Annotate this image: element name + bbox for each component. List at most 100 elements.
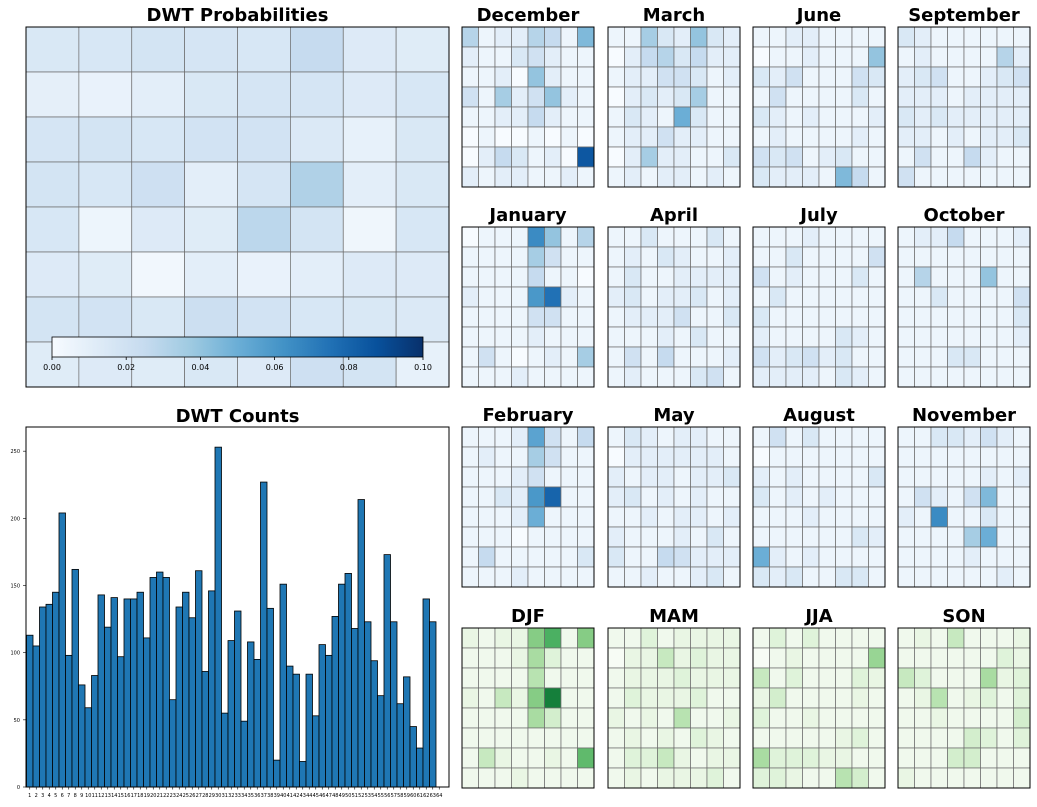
month-cell xyxy=(560,146,578,168)
season-cell xyxy=(461,687,479,709)
month-cell xyxy=(752,566,770,588)
month-cell xyxy=(802,326,820,348)
month-cell xyxy=(947,226,965,248)
month-cell xyxy=(802,286,820,308)
season-cell xyxy=(706,727,724,749)
season-cell xyxy=(835,727,853,749)
month-cell xyxy=(690,46,708,68)
month-cell xyxy=(478,506,496,528)
season-cell xyxy=(914,727,932,749)
month-cell xyxy=(560,506,578,528)
season-cell xyxy=(544,727,562,749)
season-cell xyxy=(868,747,886,769)
month-cell xyxy=(996,306,1014,328)
season-cell xyxy=(868,687,886,709)
probabilities-panel: DWT Probabilities 0.00 0.02 0.04 0.06 0.08 0.1… xyxy=(25,5,450,388)
month-cell xyxy=(461,266,479,288)
season-cell xyxy=(478,747,496,769)
month-cell xyxy=(802,506,820,528)
count-bar xyxy=(383,554,391,788)
month-cell xyxy=(851,566,869,588)
season-cell xyxy=(947,667,965,689)
month-cell xyxy=(673,526,691,548)
season-cell xyxy=(544,667,562,689)
season-cell xyxy=(769,707,787,729)
month-cell xyxy=(802,466,820,488)
count-bar xyxy=(344,573,352,788)
month-cell xyxy=(607,546,625,568)
month-cell xyxy=(996,46,1014,68)
season-cell xyxy=(657,727,675,749)
season-cell xyxy=(494,647,512,669)
season-cell xyxy=(996,647,1014,669)
probability-cell xyxy=(290,296,344,343)
probability-cell xyxy=(131,161,185,208)
month-cell xyxy=(478,326,496,348)
month-cell xyxy=(673,306,691,328)
month-cell xyxy=(1013,306,1031,328)
month-title: June xyxy=(795,5,842,26)
probability-cell xyxy=(395,71,450,118)
season-cell xyxy=(494,687,512,709)
x-tick-label: 27 xyxy=(196,793,202,799)
probability-cell xyxy=(78,116,133,163)
month-title: July xyxy=(798,205,838,226)
month-cell xyxy=(511,326,529,348)
month-cell xyxy=(607,286,625,308)
month-cell xyxy=(577,466,595,488)
month-cell xyxy=(511,126,529,148)
month-cell xyxy=(851,26,869,48)
month-cell xyxy=(494,426,512,448)
season-cell xyxy=(818,647,836,669)
month-cell xyxy=(657,526,675,548)
month-cell xyxy=(560,326,578,348)
count-bar xyxy=(325,654,333,788)
month-cell xyxy=(706,366,724,388)
month-cell xyxy=(478,266,496,288)
month-cell xyxy=(494,126,512,148)
month-cell xyxy=(461,106,479,128)
season-cell xyxy=(769,627,787,649)
month-cell xyxy=(544,466,562,488)
season-cell xyxy=(914,667,932,689)
month-cell xyxy=(478,126,496,148)
month-frame xyxy=(752,426,886,588)
season-cell xyxy=(494,767,512,789)
month-cell xyxy=(673,146,691,168)
probability-cell xyxy=(25,161,80,208)
probability-cell xyxy=(78,26,133,73)
month-cell xyxy=(868,106,886,128)
month-cell xyxy=(511,286,529,308)
month-cell xyxy=(769,106,787,128)
month-cell xyxy=(511,226,529,248)
month-cell xyxy=(607,46,625,68)
month-cell xyxy=(560,26,578,48)
probability-cell xyxy=(237,116,291,163)
probability-cell xyxy=(290,116,344,163)
month-title: September xyxy=(908,5,1020,26)
month-cell xyxy=(963,526,981,548)
season-cell xyxy=(897,667,915,689)
y-tick-label: 250 xyxy=(10,449,20,455)
month-cell xyxy=(752,366,770,388)
probability-cell xyxy=(25,26,80,73)
month-cell xyxy=(930,506,948,528)
month-cell xyxy=(690,166,708,188)
month-cell xyxy=(478,146,496,168)
season-cell xyxy=(897,707,915,729)
month-cell xyxy=(769,506,787,528)
count-bar xyxy=(175,606,183,788)
month-cell xyxy=(478,286,496,308)
x-tick-label: 13 xyxy=(105,793,111,799)
month-cell xyxy=(607,66,625,88)
x-tick-label: 3 xyxy=(41,793,44,799)
probabilities-title: DWT Probabilities xyxy=(147,5,329,26)
month-cell xyxy=(851,466,869,488)
season-cell xyxy=(818,767,836,789)
month-cell xyxy=(802,106,820,128)
season-cell xyxy=(706,667,724,689)
month-cell xyxy=(640,66,658,88)
season-cell xyxy=(835,767,853,789)
month-cell xyxy=(963,546,981,568)
month-cell xyxy=(560,246,578,268)
